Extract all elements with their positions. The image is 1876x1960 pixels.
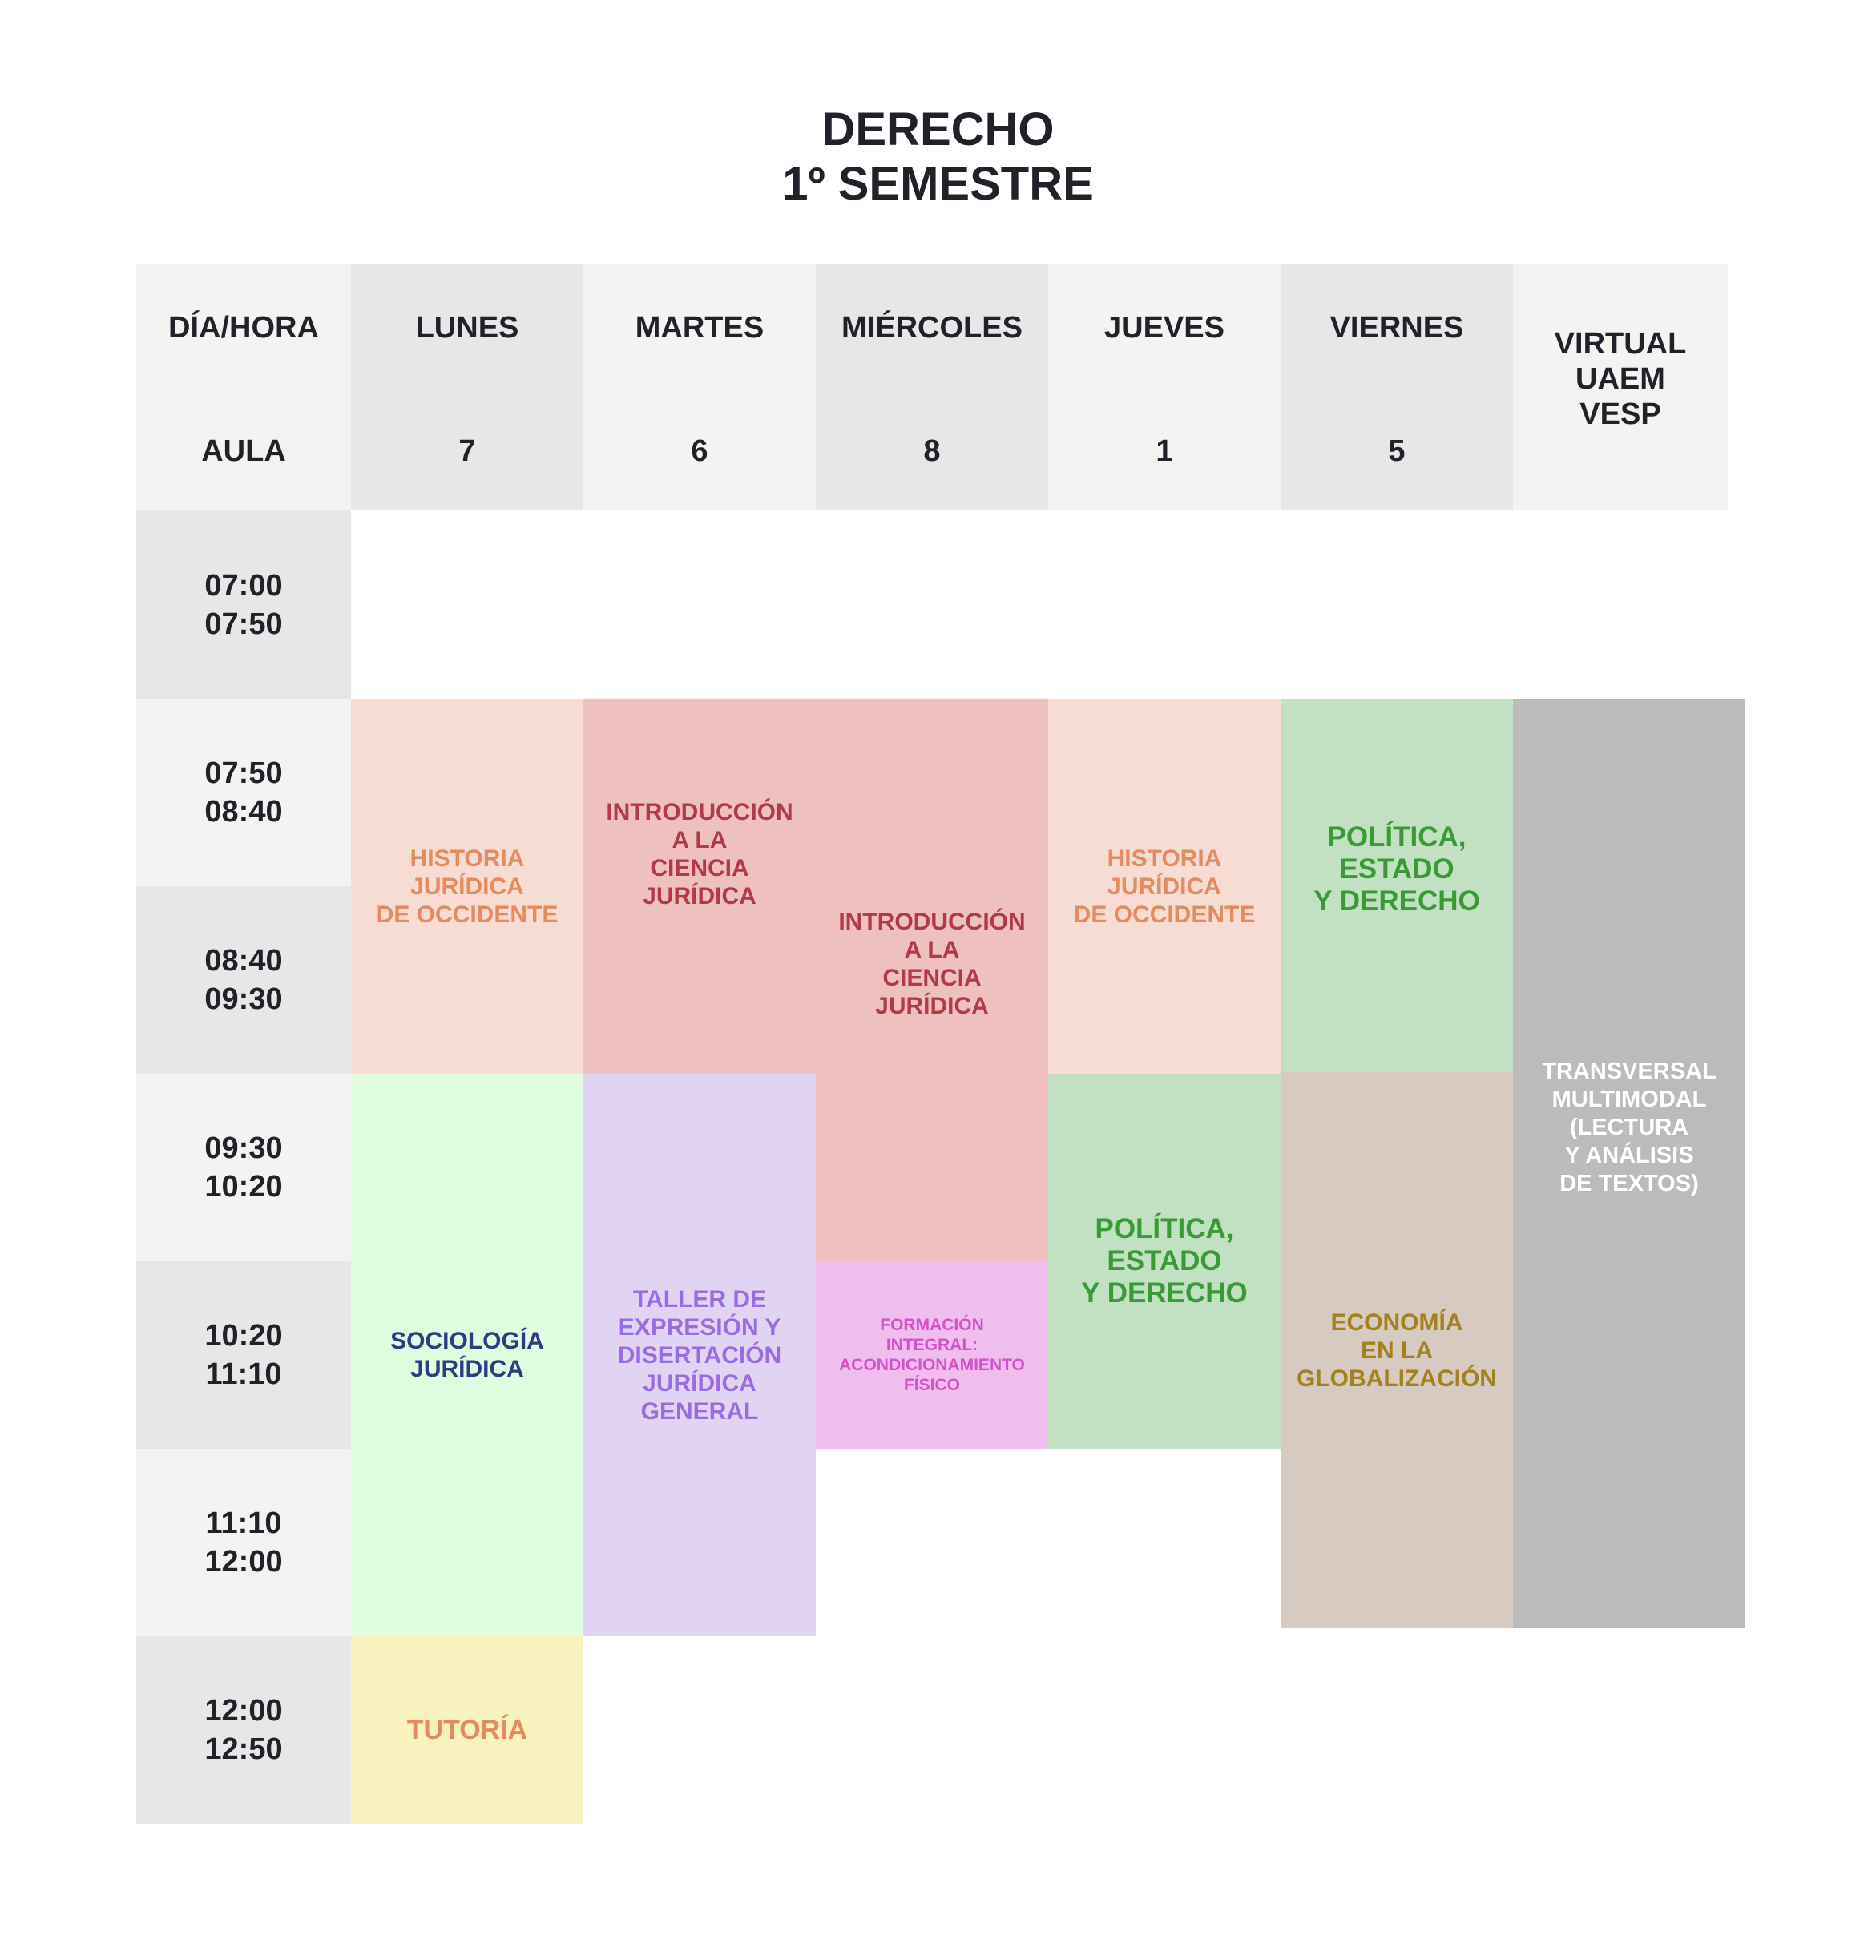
day-name-miercoles: MIÉRCOLES bbox=[841, 311, 1023, 345]
header-lunes: LUNES 7 bbox=[351, 264, 583, 510]
header-dia-hora-label: DÍA/HORA bbox=[168, 311, 319, 345]
time-slot-2: 07:50 08:40 bbox=[136, 699, 351, 886]
class-lunes-historia-juridica: HISTORIA JURÍDICA DE OCCIDENTE bbox=[351, 699, 583, 1074]
class-miercoles-formacion-integral: FORMACIÓN INTEGRAL: ACONDICIONAMIENTO FÍ… bbox=[816, 1261, 1048, 1449]
header-aula-label: AULA bbox=[201, 434, 286, 468]
day-name-martes: MARTES bbox=[635, 311, 765, 345]
title-line-1: DERECHO bbox=[821, 103, 1055, 155]
day-name-viernes: VIERNES bbox=[1329, 311, 1464, 345]
time-slot-1: 07:00 07:50 bbox=[136, 510, 351, 699]
day-name-lunes: LUNES bbox=[415, 311, 519, 345]
class-viernes-economia-globalizacion: ECONOMÍA EN LA GLOBALIZACIÓN bbox=[1281, 1072, 1513, 1628]
time-slot-3: 08:40 09:30 bbox=[136, 886, 351, 1074]
page-title: DERECHO 1º SEMESTRE bbox=[0, 103, 1876, 212]
aula-lunes: 7 bbox=[458, 434, 476, 468]
header-viernes: VIERNES 5 bbox=[1281, 264, 1513, 510]
virtual-label: VIRTUAL UAEM VESP bbox=[1554, 327, 1687, 431]
time-slot-4: 09:30 10:20 bbox=[136, 1074, 351, 1261]
class-jueves-politica-estado-derecho: POLÍTICA, ESTADO Y DERECHO bbox=[1048, 1074, 1281, 1449]
time-slot-6: 11:10 12:00 bbox=[136, 1449, 351, 1636]
class-martes-introduccion-ciencia-juridica: INTRODUCCIÓN A LA CIENCIA JURÍDICA bbox=[583, 699, 816, 1074]
class-martes-taller-expresion: TALLER DE EXPRESIÓN Y DISERTACIÓN JURÍDI… bbox=[583, 1074, 816, 1636]
aula-martes: 6 bbox=[691, 434, 708, 468]
aula-miercoles: 8 bbox=[923, 434, 941, 468]
time-slot-7: 12:00 12:50 bbox=[136, 1636, 351, 1824]
header-martes: MARTES 6 bbox=[583, 264, 816, 510]
class-jueves-historia-juridica: HISTORIA JURÍDICA DE OCCIDENTE bbox=[1048, 699, 1281, 1074]
aula-viernes: 5 bbox=[1388, 434, 1406, 468]
class-virtual-transversal-multimodal: TRANSVERSAL MULTIMODAL (LECTURA Y ANÁLIS… bbox=[1513, 699, 1745, 1628]
time-slot-5: 10:20 11:10 bbox=[136, 1261, 351, 1449]
class-lunes-tutoria: TUTORÍA bbox=[351, 1636, 583, 1824]
header-dia-hora: DÍA/HORA AULA bbox=[136, 264, 351, 510]
aula-jueves: 1 bbox=[1156, 434, 1173, 468]
day-name-jueves: JUEVES bbox=[1104, 311, 1224, 345]
class-lunes-sociologia-juridica: SOCIOLOGÍA JURÍDICA bbox=[351, 1074, 583, 1636]
header-virtual: VIRTUAL UAEM VESP bbox=[1513, 264, 1728, 510]
header-miercoles: MIÉRCOLES 8 bbox=[816, 264, 1048, 510]
class-viernes-politica-estado-derecho: POLÍTICA, ESTADO Y DERECHO bbox=[1281, 699, 1513, 1072]
class-miercoles-introduccion-ciencia-juridica: INTRODUCCIÓN A LA CIENCIA JURÍDICA bbox=[816, 699, 1048, 1261]
header-jueves: JUEVES 1 bbox=[1048, 264, 1281, 510]
title-line-2: 1º SEMESTRE bbox=[782, 158, 1094, 210]
